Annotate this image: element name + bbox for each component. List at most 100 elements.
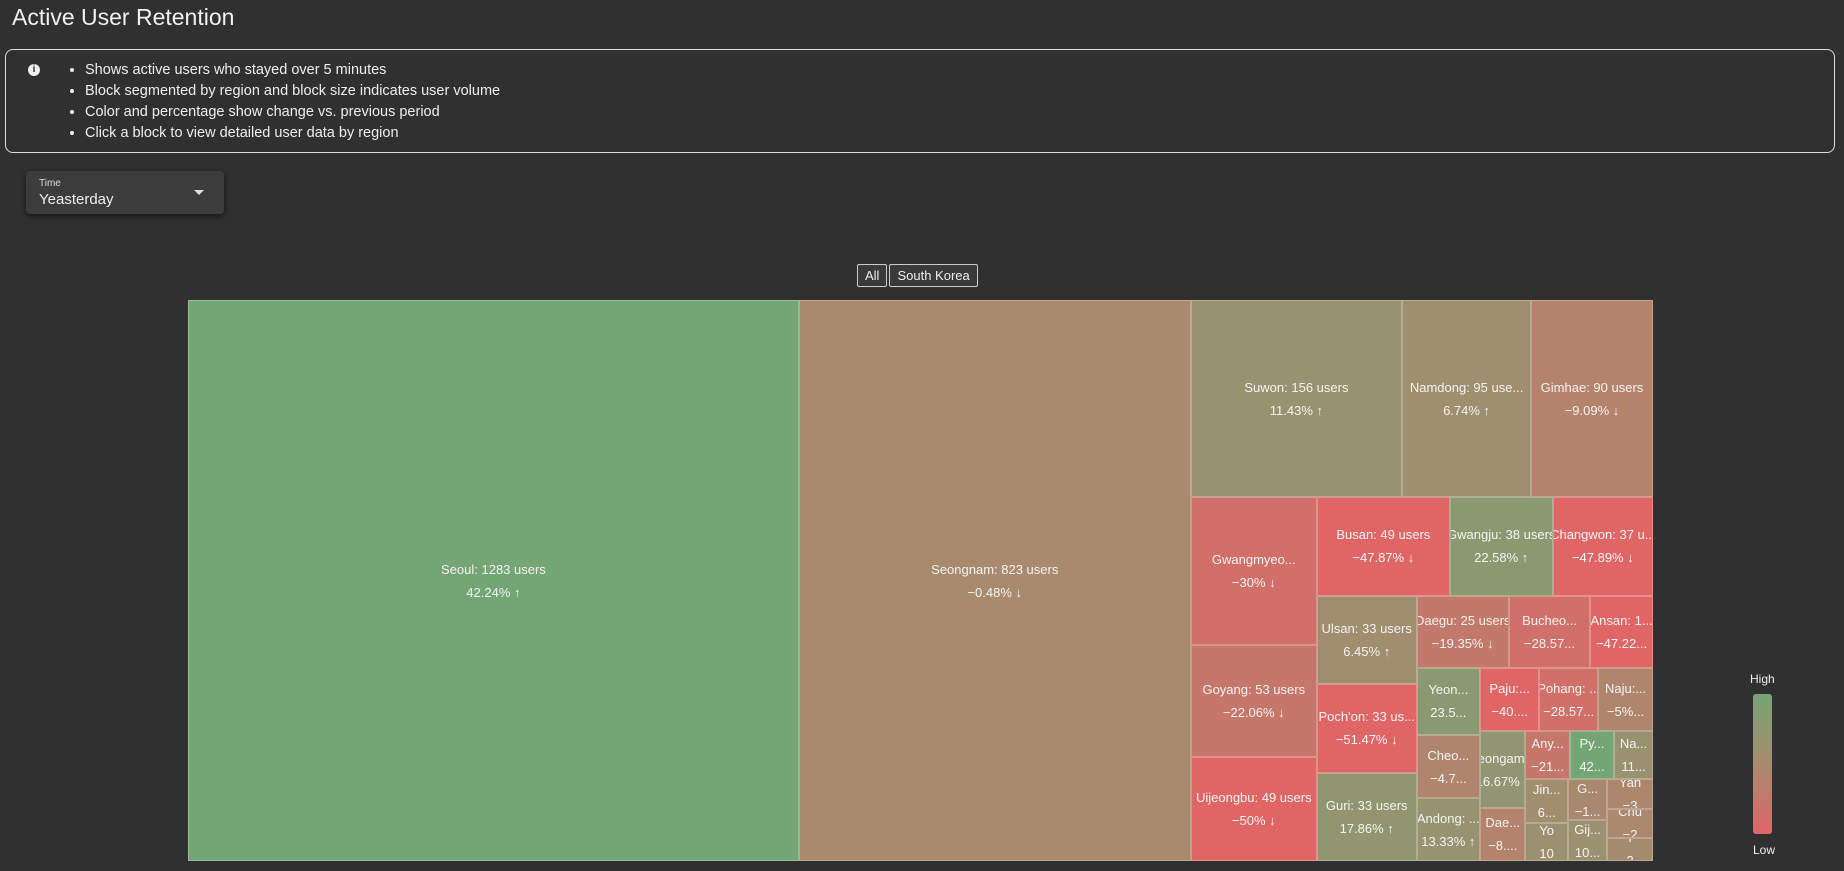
cell-label: Goyang: 53 users <box>1202 682 1306 698</box>
cell-label: Cheo... <box>1427 747 1470 763</box>
treemap-cell[interactable]: Py... 42... <box>1569 731 1615 780</box>
treemap-cell[interactable]: Poch'on: 33 us... −51.47% ↓ <box>1316 684 1417 773</box>
treemap-cell[interactable]: Ansan: 1... −47.22... <box>1590 595 1653 668</box>
treemap-cell[interactable]: Changwon: 37 u... −47.89% ↓ <box>1552 497 1653 596</box>
treemap-cell[interactable]: G... −1... <box>1567 779 1608 821</box>
info-box: i Shows active users who stayed over 5 m… <box>5 49 1835 153</box>
cell-change: 6.74% ↑ <box>1443 402 1491 418</box>
cell-change: 10... <box>1574 844 1601 860</box>
dropdown-arrow <box>194 190 204 195</box>
cell-label: Y <box>1625 837 1635 846</box>
cell-change: −4.7... <box>1430 770 1467 786</box>
cell-label: Poch'on: 33 us... <box>1318 709 1415 725</box>
treemap-cell[interactable]: Gwangju: 38 users 22.58% ↑ <box>1449 497 1553 596</box>
legend-high: High <box>1750 672 1775 686</box>
treemap-cell[interactable]: Cheo... −4.7... <box>1416 735 1481 798</box>
treemap-cell[interactable]: Seoul: 1283 users 42.24% ↑ <box>188 300 799 861</box>
cell-change: −22.06% ↓ <box>1222 705 1285 721</box>
cell-change: −47.89% ↓ <box>1571 550 1634 566</box>
cell-change: 42.24% ↑ <box>466 584 521 600</box>
cell-label: Bucheo... <box>1522 612 1577 628</box>
cell-change: 16.67% ↑ <box>1481 773 1524 789</box>
legend-low: Low <box>1753 843 1776 857</box>
treemap-cell[interactable]: Pohang: ... −28.57... <box>1539 667 1599 732</box>
cell-label: Yo <box>1539 823 1555 839</box>
cell-change: 13.33% ↑ <box>1421 833 1476 849</box>
cell-change: −47.87% ↓ <box>1352 550 1415 566</box>
cell-label: Suwon: 156 users <box>1244 379 1349 395</box>
treemap-cell[interactable]: Guri: 33 users 17.86% ↑ <box>1316 772 1417 861</box>
cell-label: Busan: 49 users <box>1336 527 1431 543</box>
cell-change: −28.57... <box>1524 635 1576 651</box>
treemap-cell[interactable]: Any... −21... <box>1525 731 1570 780</box>
treemap: Seoul: 1283 users 42.24% ↑ Seongnam: 823 u… <box>188 300 1653 861</box>
treemap-cell[interactable]: Gwangmyeo... −30% ↓ <box>1190 497 1317 646</box>
cell-change: 17.86% ↑ <box>1339 820 1394 836</box>
treemap-cell[interactable]: Seongnam: 823 users −0.48% ↓ <box>798 300 1191 861</box>
treemap-cell[interactable]: Dae... −8.... <box>1480 807 1526 861</box>
cell-change: 6.45% ↑ <box>1343 643 1391 659</box>
cell-change: 11.43% ↑ <box>1269 402 1324 418</box>
time-select[interactable]: Time Yeasterday <box>26 171 224 214</box>
breadcrumb-item[interactable]: All <box>857 264 888 287</box>
treemap-cell[interactable]: Yo 10 <box>1525 823 1568 861</box>
treemap-cell[interactable]: Busan: 49 users −47.87% ↓ <box>1316 497 1450 596</box>
cell-change: −51.47% ↓ <box>1335 732 1398 748</box>
cell-change: 22.58% ↑ <box>1474 550 1529 566</box>
breadcrumb: All South Korea <box>857 264 980 287</box>
treemap-cell[interactable]: Yeon... 23.5... <box>1416 667 1481 736</box>
cell-change: 10 <box>1539 846 1554 861</box>
cell-change: 6... <box>1537 805 1556 821</box>
cell-change: −40.... <box>1491 703 1528 719</box>
cell-change: −50% ↓ <box>1231 813 1276 829</box>
cell-label: Pohang: ... <box>1539 680 1599 696</box>
cell-label: Paju:... <box>1489 680 1530 696</box>
cell-change: −21... <box>1531 759 1565 775</box>
cell-label: Na... <box>1619 736 1648 752</box>
treemap-cell[interactable]: Ulsan: 33 users 6.45% ↑ <box>1316 595 1417 685</box>
treemap-cell[interactable]: Chu −2 <box>1607 808 1653 838</box>
cell-label: Yeon... <box>1428 682 1469 698</box>
treemap-cell[interactable]: Gimhae: 90 users −9.09% ↓ <box>1530 300 1653 497</box>
info-item: Block segmented by region and block size… <box>85 81 500 102</box>
treemap-cell[interactable]: Na... 11... <box>1614 731 1653 780</box>
cell-label: Dae... <box>1485 815 1521 831</box>
breadcrumb-item[interactable]: South Korea <box>889 264 978 287</box>
cell-change: 11... <box>1621 759 1646 775</box>
cell-change: −9.09% ↓ <box>1564 402 1620 418</box>
treemap-cell[interactable]: Naju:... −5%... <box>1598 667 1653 732</box>
treemap-cell[interactable]: Andong: ... 13.33% ↑ <box>1416 798 1481 861</box>
treemap-cell[interactable]: Daegu: 25 users −19.35% ↓ <box>1416 595 1509 668</box>
cell-label: Seoul: 1283 users <box>441 561 546 577</box>
treemap-cell[interactable]: Uijeongbu: 49 users −50% ↓ <box>1190 757 1317 861</box>
cell-label: Guri: 33 users <box>1325 797 1408 813</box>
cell-change: −1... <box>1574 803 1601 819</box>
cell-change: 2 <box>1626 853 1634 861</box>
treemap-cell[interactable]: Paju:... −40.... <box>1480 667 1540 732</box>
info-item: Shows active users who stayed over 5 min… <box>85 60 500 81</box>
cell-label: Gwangmyeo... <box>1211 552 1296 568</box>
cell-change: −8.... <box>1488 838 1518 854</box>
treemap-cell[interactable]: Bucheo... −28.57... <box>1508 595 1591 668</box>
cell-change: −47.22... <box>1596 635 1648 651</box>
treemap-cell[interactable]: Jin... 6... <box>1525 779 1568 824</box>
cell-label: Any... <box>1531 736 1564 752</box>
cell-label: Daegu: 25 users <box>1416 612 1509 628</box>
info-icon: i <box>28 64 40 76</box>
select-value: Yeasterday <box>39 191 114 208</box>
treemap-cell[interactable]: Yan −3 <box>1607 779 1653 809</box>
treemap-cell[interactable]: Suwon: 156 users 11.43% ↑ <box>1190 300 1403 497</box>
treemap-cell[interactable]: Yeongam... 16.67% ↑ <box>1480 731 1526 808</box>
cell-change: −28.57... <box>1543 703 1595 719</box>
cell-label: Yan <box>1619 779 1642 790</box>
treemap-cell[interactable]: Namdong: 95 use... 6.74% ↑ <box>1402 300 1531 497</box>
treemap-cell[interactable]: Goyang: 53 users −22.06% ↓ <box>1190 645 1317 758</box>
cell-label: Yeongam... <box>1481 750 1525 766</box>
cell-label: Seongnam: 823 users <box>931 561 1059 577</box>
cell-label: Gimhae: 90 users <box>1540 379 1644 395</box>
cell-label: Ulsan: 33 users <box>1321 620 1412 636</box>
cell-label: Gij... <box>1574 821 1601 837</box>
cell-label: Namdong: 95 use... <box>1409 379 1524 395</box>
treemap-cell[interactable]: Gij... 10... <box>1567 820 1608 861</box>
